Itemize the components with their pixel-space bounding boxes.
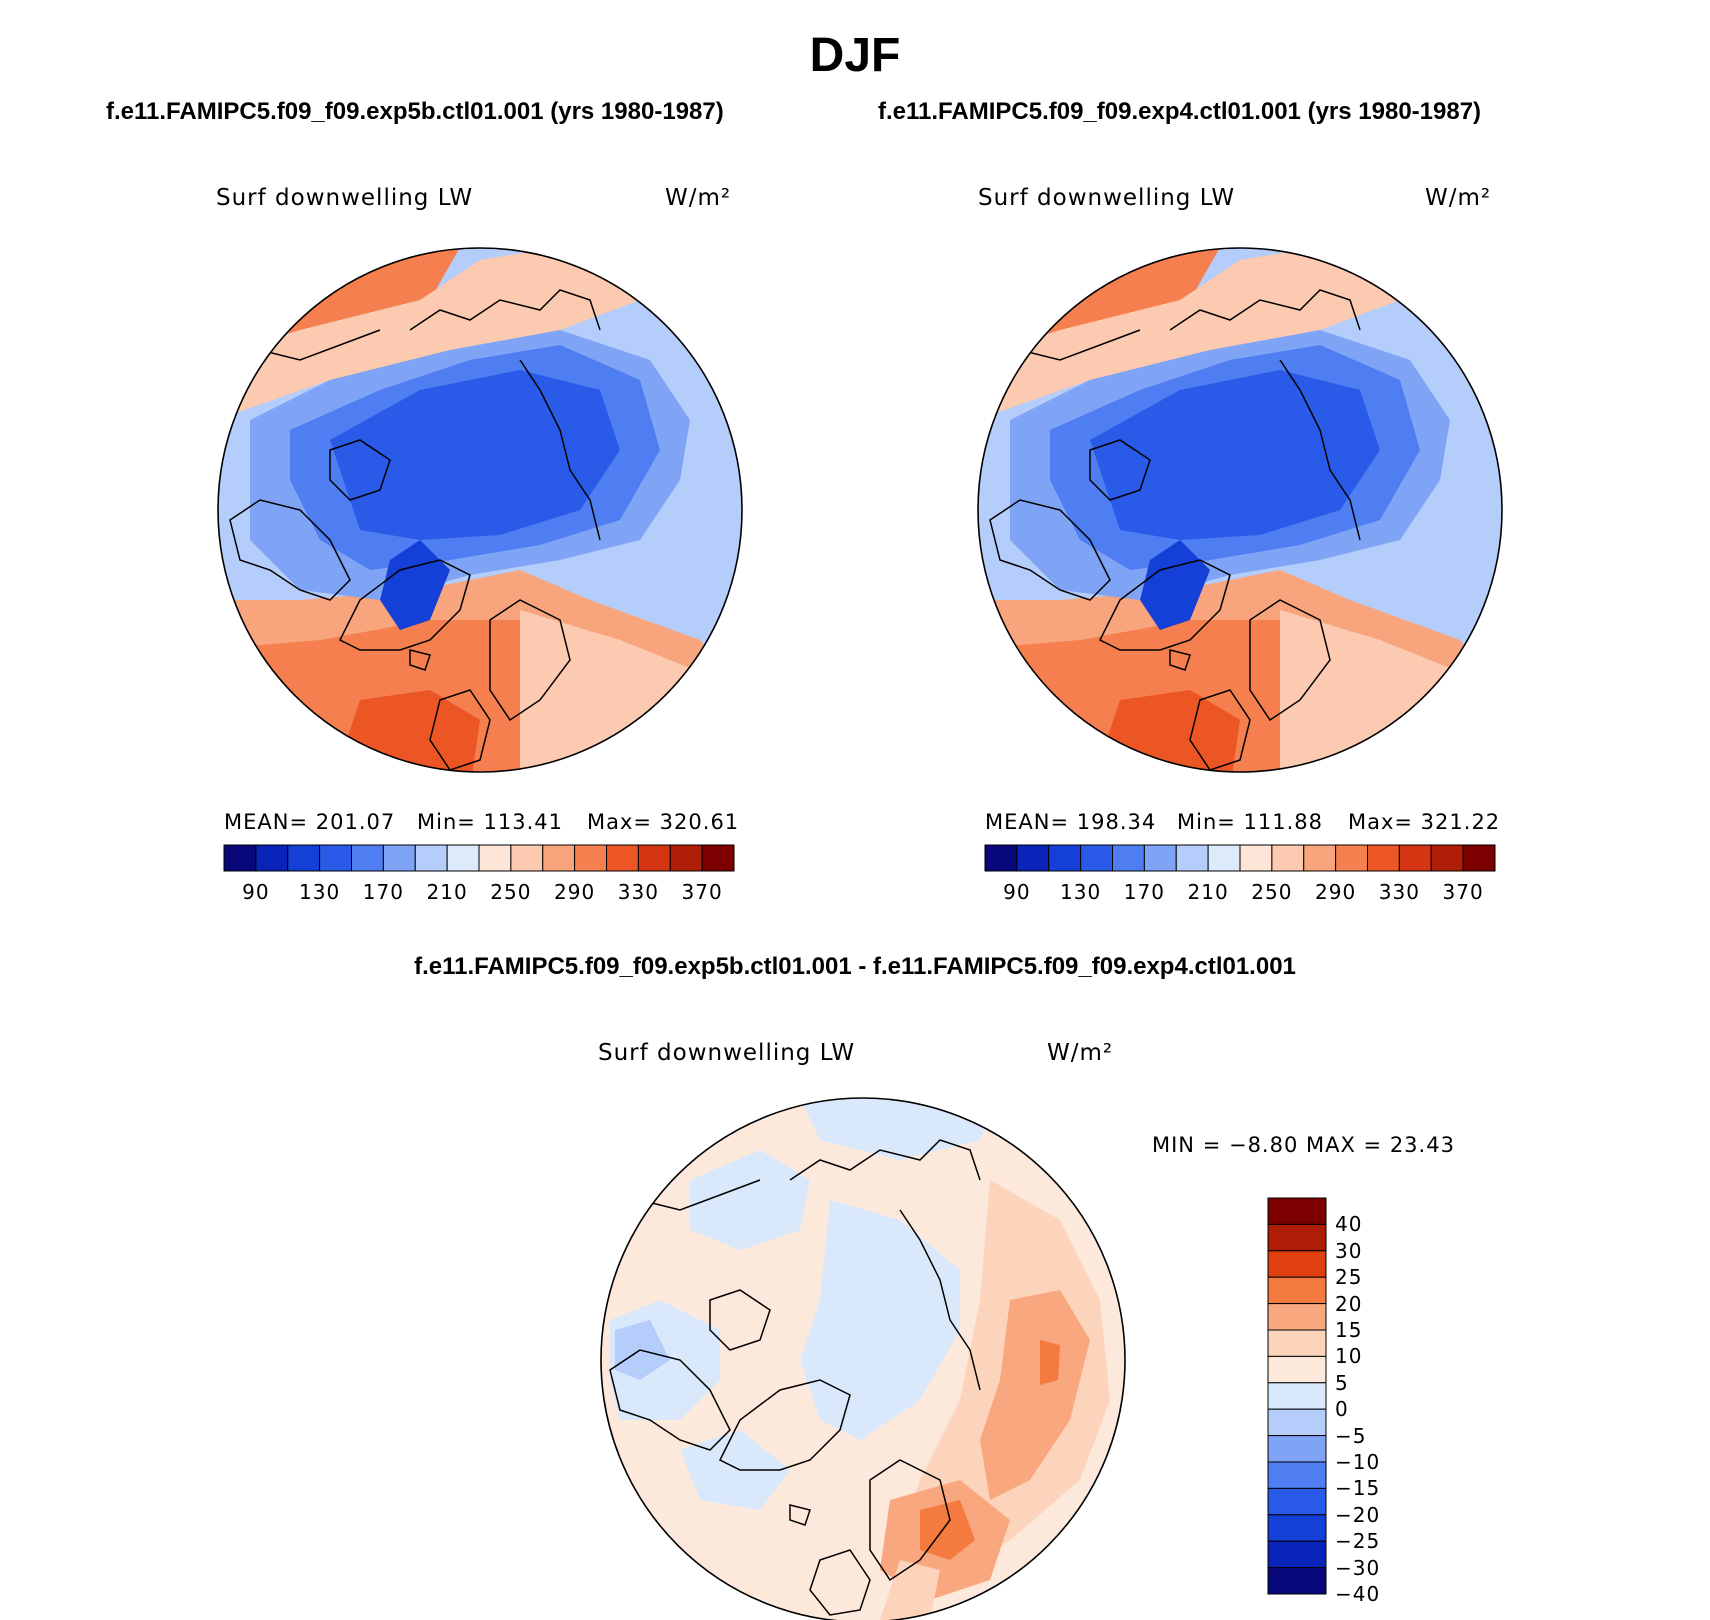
difference-colorbar-swatch (1267, 1329, 1327, 1357)
right-colorbar-tick-label: 210 (1187, 880, 1229, 904)
left-colorbar-tick-label: 210 (426, 880, 468, 904)
right-colorbar-tick-label: 330 (1378, 880, 1420, 904)
right-colorbar-swatch (1239, 844, 1273, 872)
difference-colorbar-tick-label: −25 (1335, 1529, 1381, 1554)
difference-colorbar-swatch (1267, 1382, 1327, 1410)
left-variable-label: Surf downwelling LW (216, 185, 474, 211)
left-colorbar-tick-label: 90 (242, 880, 270, 904)
difference-colorbar-tick-label: −20 (1335, 1502, 1381, 1527)
difference-colorbar-swatch (1267, 1540, 1327, 1569)
difference-colorbar-tick-label: −15 (1335, 1476, 1381, 1501)
right-colorbar-swatch (1175, 844, 1209, 872)
difference-colorbar-tick-label: −40 (1335, 1582, 1381, 1606)
right-colorbar-swatch (1303, 844, 1337, 872)
left-colorbar-tick-label: 170 (362, 880, 404, 904)
right-min-value: Min= 111.88 (1177, 810, 1324, 834)
left-colorbar-tick-label: 330 (617, 880, 659, 904)
right-colorbar-swatch (1048, 844, 1082, 872)
right-colorbar-tick-label: 250 (1251, 880, 1293, 904)
left-case-title: f.e11.FAMIPC5.f09_f09.exp5b.ctl01.001 (y… (106, 98, 724, 125)
difference-units-label: W/m² (1047, 1040, 1114, 1066)
difference-variable-label: Surf downwelling LW (598, 1040, 856, 1066)
left-units-label: W/m² (665, 185, 732, 211)
difference-title: f.e11.FAMIPC5.f09_f09.exp5b.ctl01.001 - … (414, 953, 1296, 980)
left-colorbar-swatch (606, 844, 639, 872)
difference-minmax: MIN = −8.80 MAX = 23.43 (1152, 1133, 1455, 1157)
difference-colorbar-swatch (1267, 1487, 1327, 1516)
right-colorbar-swatch (1462, 844, 1496, 872)
right-mean-value: MEAN= 198.34 (985, 810, 1157, 834)
difference-colorbar-swatch (1267, 1408, 1327, 1437)
difference-colorbar-ticks: 40 30 25 20 15 10 5 0 −5 −10 −15 −20 −25 −30 −40 (1335, 1198, 1405, 1606)
left-colorbar-swatch (382, 844, 416, 872)
difference-colorbar-swatch (1267, 1514, 1327, 1542)
difference-colorbar-tick-label: 0 (1335, 1397, 1349, 1422)
left-colorbar-swatch (319, 844, 352, 872)
left-colorbar-tick-label: 370 (681, 880, 723, 904)
left-colorbar-swatch (542, 844, 576, 872)
left-colorbar-swatch (287, 844, 321, 872)
right-colorbar-tick-label: 290 (1315, 880, 1357, 904)
right-colorbar-swatch (1398, 844, 1432, 872)
difference-colorbar-swatch (1267, 1303, 1327, 1331)
difference-colorbar-tick-label: 15 (1335, 1318, 1363, 1342)
right-variable-label: Surf downwelling LW (978, 185, 1236, 211)
right-max-value: Max= 321.22 (1348, 810, 1501, 834)
right-colorbar-swatch (1112, 844, 1145, 872)
difference-colorbar-swatch (1267, 1435, 1327, 1463)
left-colorbar-swatch (701, 844, 735, 872)
left-min-value: Min= 113.41 (417, 810, 564, 834)
left-mean-value: MEAN= 201.07 (224, 810, 396, 834)
left-colorbar-swatch (255, 844, 289, 872)
left-colorbar-tick-label: 290 (554, 880, 596, 904)
left-colorbar-swatch (223, 844, 257, 872)
right-colorbar-swatch (1367, 844, 1400, 872)
right-colorbar (984, 844, 1496, 872)
difference-colorbar-tick-label: 30 (1335, 1238, 1363, 1263)
difference-colorbar-tick-label: 5 (1335, 1370, 1349, 1395)
right-colorbar-tick-label: 170 (1123, 880, 1165, 904)
difference-colorbar-swatch (1267, 1223, 1327, 1252)
right-colorbar-tick-label: 370 (1442, 880, 1484, 904)
right-colorbar-swatch (984, 844, 1018, 872)
left-colorbar-swatch (478, 844, 512, 872)
difference-colorbar-swatch (1267, 1461, 1327, 1489)
difference-colorbar-tick-label: −5 (1335, 1423, 1367, 1448)
left-colorbar-ticks: 90 130 170 210 250 290 330 370 (224, 880, 734, 906)
left-colorbar (223, 844, 735, 872)
right-colorbar-ticks: 90 130 170 210 250 290 330 370 (985, 880, 1495, 906)
difference-colorbar-swatch (1267, 1197, 1327, 1225)
right-colorbar-swatch (1271, 844, 1305, 872)
difference-colorbar (1267, 1197, 1327, 1595)
right-units-label: W/m² (1425, 185, 1492, 211)
main-title: DJF (809, 29, 901, 82)
right-colorbar-tick-label: 90 (1003, 880, 1031, 904)
left-colorbar-swatch (351, 844, 384, 872)
difference-colorbar-swatch (1267, 1276, 1327, 1305)
left-colorbar-tick-label: 130 (299, 880, 341, 904)
difference-colorbar-swatch (1267, 1250, 1327, 1278)
left-max-value: Max= 320.61 (587, 810, 740, 834)
difference-colorbar-tick-label: −10 (1335, 1450, 1381, 1474)
difference-colorbar-tick-label: −30 (1335, 1555, 1381, 1580)
difference-colorbar-tick-label: 40 (1335, 1212, 1363, 1237)
left-colorbar-swatch (669, 844, 703, 872)
left-colorbar-swatch (510, 844, 544, 872)
difference-colorbar-swatch (1267, 1567, 1327, 1595)
difference-colorbar-tick-label: 25 (1335, 1265, 1363, 1290)
left-colorbar-tick-label: 250 (490, 880, 532, 904)
right-case-title: f.e11.FAMIPC5.f09_f09.exp4.ctl01.001 (yr… (878, 98, 1482, 125)
difference-colorbar-tick-label: 20 (1335, 1291, 1363, 1316)
right-colorbar-tick-label: 130 (1060, 880, 1102, 904)
left-colorbar-swatch (414, 844, 448, 872)
difference-colorbar-swatch (1267, 1355, 1327, 1384)
difference-colorbar-tick-label: 10 (1335, 1344, 1363, 1369)
